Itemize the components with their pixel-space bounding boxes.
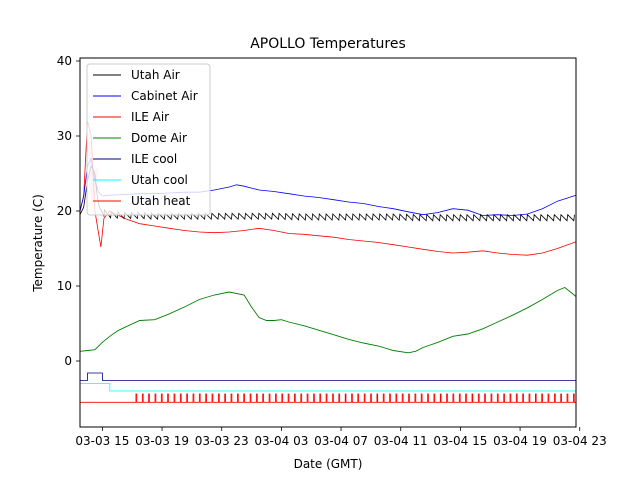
x-tick-label-6: 03-04 15 — [433, 434, 487, 448]
y-tick-label-0: 0 — [64, 354, 72, 368]
y-tick-label-30: 30 — [57, 129, 72, 143]
y-tick-label-20: 20 — [57, 204, 72, 218]
series-utah-heat — [80, 393, 576, 403]
legend: Utah Air Cabinet Air ILE Air Dome Air ILE co… — [86, 63, 211, 216]
series-ile-air — [79, 120, 577, 256]
legend-label-utah-air: Utah Air — [131, 68, 180, 82]
x-axis-label: Date (GMT) — [294, 457, 363, 471]
legend-label-dome-air: Dome Air — [131, 131, 187, 145]
legend-label-ile-cool: ILE cool — [131, 152, 177, 166]
series-ile-cool — [80, 372, 576, 381]
x-tick-label-1: 03-03 19 — [135, 434, 189, 448]
legend-label-cabinet-air: Cabinet Air — [131, 89, 198, 103]
legend-label-utah-cool: Utah cool — [131, 173, 188, 187]
y-axis-label: Temperature (C) — [31, 194, 45, 293]
legend-label-ile-air: ILE Air — [131, 110, 169, 124]
x-tick-label-0: 03-03 15 — [75, 434, 129, 448]
y-axis: 0 10 20 30 40 — [57, 54, 80, 368]
x-tick-label-7: 03-04 19 — [493, 434, 547, 448]
legend-label-utah-heat: Utah heat — [131, 194, 191, 208]
plot-frame — [79, 57, 577, 428]
x-axis: 03-03 15 03-03 19 03-03 23 03-04 03 03-04 07… — [75, 427, 607, 448]
x-tick-label-4: 03-04 07 — [314, 434, 368, 448]
x-tick-label-8: 03-04 23 — [553, 434, 607, 448]
x-tick-label-2: 03-03 23 — [195, 434, 249, 448]
y-tick-label-40: 40 — [57, 54, 72, 68]
chart-title: APOLLO Temperatures — [250, 36, 406, 52]
legend-box — [86, 63, 211, 216]
series-utah-cool — [80, 383, 576, 392]
x-tick-label-5: 03-04 11 — [374, 434, 428, 448]
series-dome-air — [79, 286, 577, 354]
y-tick-label-10: 10 — [57, 279, 72, 293]
x-tick-label-3: 03-04 03 — [254, 434, 308, 448]
